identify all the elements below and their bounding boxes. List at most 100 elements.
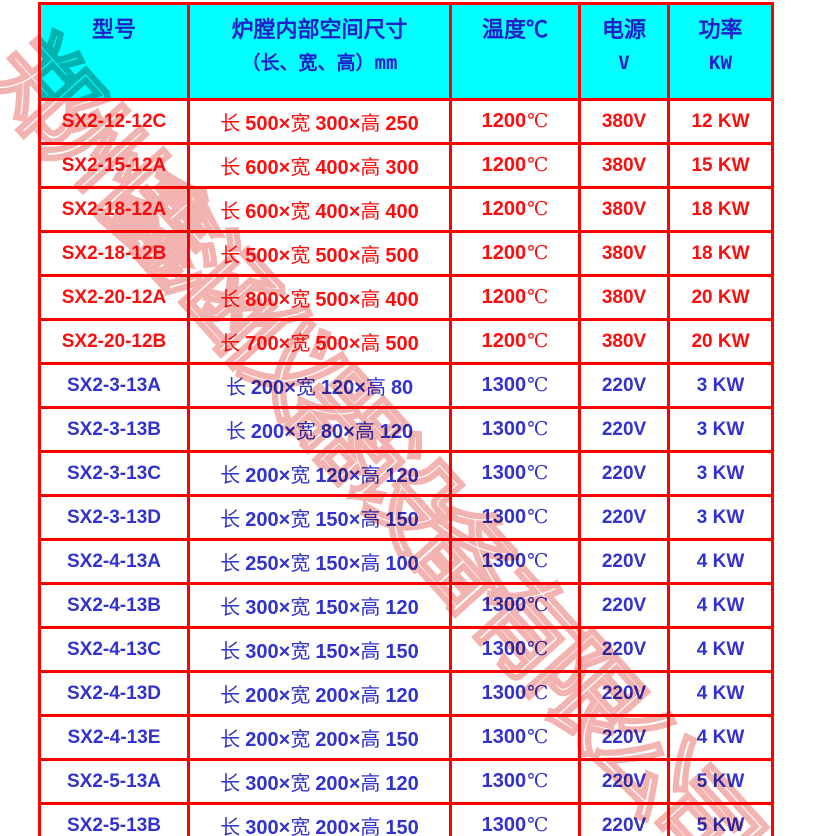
times-sign: × — [278, 729, 291, 751]
length-label: 长 — [225, 419, 246, 443]
celsius-sign: ℃ — [527, 550, 549, 572]
table-row: SX2-5-13B 长 300×宽 200×高 150 1300℃ 220V 5 KW — [38, 802, 774, 836]
height-label: 高 — [360, 639, 381, 663]
dims-cell: 长 200×宽 200×高 120 — [187, 670, 452, 717]
height-value: 120 — [385, 773, 419, 795]
times-sign: × — [278, 817, 291, 836]
voltage-value: 220V — [601, 594, 647, 616]
temp-cell: 1200℃ — [449, 98, 581, 145]
voltage-value: 220V — [601, 814, 647, 836]
celsius-sign: ℃ — [527, 154, 549, 176]
width-label: 宽 — [290, 595, 311, 619]
height-value: 500 — [385, 333, 419, 355]
header-model: 型号 — [38, 2, 190, 101]
width-label: 宽 — [290, 683, 311, 707]
width-label: 宽 — [290, 243, 311, 267]
dims-cell: 长 300×宽 150×高 150 — [187, 626, 452, 673]
length-value: 700 — [245, 333, 279, 355]
height-label: 高 — [360, 199, 381, 223]
length-label: 长 — [220, 815, 241, 836]
height-label: 高 — [360, 551, 381, 575]
voltage-value: 220V — [601, 726, 647, 748]
temp-cell: 1300℃ — [449, 450, 581, 497]
dims-cell: 长 600×宽 400×高 300 — [187, 142, 452, 189]
height-value: 120 — [385, 465, 419, 487]
model-text: SX2-5-13B — [67, 814, 161, 836]
voltage-cell: 380V — [578, 142, 670, 189]
power-cell: 4 KW — [667, 714, 774, 761]
temp-value: 1300 — [481, 814, 527, 836]
length-label: 长 — [220, 727, 241, 751]
table-body: SX2-12-12C 长 500×宽 300×高 250 1200℃ 380V 12 … — [38, 98, 774, 836]
width-label: 宽 — [290, 815, 311, 836]
times-sign: × — [278, 597, 291, 619]
table-header: 型号 炉膛内部空间尺寸 （长、宽、高）mm 温度℃ 电源 V 功率 KW — [38, 2, 774, 101]
power-cell: 3 KW — [667, 406, 774, 453]
width-label: 宽 — [290, 463, 311, 487]
height-value: 150 — [385, 817, 419, 836]
voltage-cell: 220V — [578, 670, 670, 717]
times-sign: × — [278, 113, 291, 135]
voltage-value: 220V — [601, 770, 647, 792]
power-value: 20 KW — [691, 330, 750, 352]
length-label: 长 — [220, 287, 241, 311]
length-label: 长 — [220, 243, 241, 267]
width-value: 200 — [315, 685, 349, 707]
temp-value: 1300 — [481, 682, 527, 704]
dims-cell: 长 200×宽 120×高 80 — [187, 362, 452, 409]
width-label: 宽 — [290, 771, 311, 795]
power-value: 15 KW — [691, 154, 750, 176]
model-cell: SX2-3-13C — [38, 450, 190, 497]
width-label: 宽 — [290, 331, 311, 355]
height-label: 高 — [360, 243, 381, 267]
voltage-cell: 380V — [578, 98, 670, 145]
times-sign: × — [348, 245, 361, 267]
height-value: 150 — [385, 509, 419, 531]
temp-cell: 1200℃ — [449, 186, 581, 233]
times-sign: × — [278, 201, 291, 223]
voltage-value: 380V — [601, 110, 647, 132]
width-value: 300 — [315, 113, 349, 135]
model-text: SX2-4-13C — [67, 638, 161, 660]
times-sign: × — [348, 113, 361, 135]
temp-cell: 1300℃ — [449, 538, 581, 585]
temp-value: 1200 — [481, 154, 527, 176]
model-cell: SX2-15-12A — [38, 142, 190, 189]
table-row: SX2-20-12B 长 700×宽 500×高 500 1200℃ 380V 20 … — [38, 318, 774, 365]
power-value: 20 KW — [691, 286, 750, 308]
width-value: 120 — [315, 465, 349, 487]
length-label: 长 — [220, 331, 241, 355]
table-row: SX2-5-13A 长 300×宽 200×高 120 1300℃ 220V 5 KW — [38, 758, 774, 805]
height-value: 150 — [385, 641, 419, 663]
model-text: SX2-3-13C — [67, 462, 161, 484]
width-label: 宽 — [290, 199, 311, 223]
dims-cell: 长 600×宽 400×高 400 — [187, 186, 452, 233]
temp-cell: 1300℃ — [449, 802, 581, 836]
power-cell: 18 KW — [667, 230, 774, 277]
height-value: 300 — [385, 157, 419, 179]
celsius-sign: ℃ — [527, 374, 549, 396]
temp-value: 1200 — [481, 286, 527, 308]
times-sign: × — [348, 509, 361, 531]
length-value: 200 — [250, 377, 285, 399]
model-cell: SX2-4-13A — [38, 538, 190, 585]
table-row: SX2-3-13A 长 200×宽 120×高 80 1300℃ 220V 3 KW — [38, 362, 774, 409]
model-cell: SX2-4-13D — [38, 670, 190, 717]
table-row: SX2-20-12A 长 800×宽 500×高 400 1200℃ 380V 20 … — [38, 274, 774, 321]
model-cell: SX2-4-13C — [38, 626, 190, 673]
voltage-cell: 220V — [578, 494, 670, 541]
voltage-cell: 220V — [578, 758, 670, 805]
model-text: SX2-4-13A — [67, 550, 161, 572]
length-value: 300 — [245, 773, 279, 795]
times-sign: × — [278, 509, 291, 531]
temp-value: 1300 — [481, 726, 527, 748]
length-value: 200 — [245, 465, 279, 487]
celsius-sign: ℃ — [527, 682, 549, 704]
table-row: SX2-4-13C 长 300×宽 150×高 150 1300℃ 220V 4 KW — [38, 626, 774, 673]
voltage-cell: 220V — [578, 802, 670, 836]
celsius-sign: ℃ — [527, 638, 549, 660]
width-value: 200 — [315, 729, 349, 751]
model-text: SX2-20-12B — [61, 330, 167, 352]
temp-value: 1300 — [481, 418, 527, 440]
height-label: 高 — [360, 155, 381, 179]
